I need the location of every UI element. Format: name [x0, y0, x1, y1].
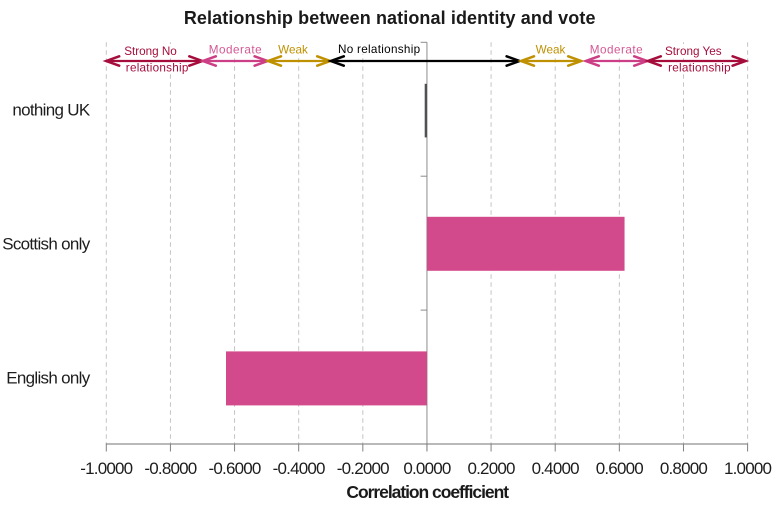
svg-text:Correlation coefficient: Correlation coefficient: [346, 482, 509, 502]
svg-text:nothing UK: nothing UK: [12, 101, 90, 120]
svg-text:0.6000: 0.6000: [596, 459, 644, 478]
svg-text:Strong No: Strong No: [124, 45, 177, 58]
svg-text:Moderate: Moderate: [209, 44, 262, 57]
svg-text:-0.8000: -0.8000: [144, 459, 196, 478]
svg-text:0.4000: 0.4000: [532, 459, 580, 478]
svg-text:Scottish only: Scottish only: [2, 235, 90, 254]
svg-text:-0.4000: -0.4000: [273, 459, 325, 478]
svg-text:relationship: relationship: [668, 61, 731, 74]
svg-text:English only: English only: [6, 369, 90, 388]
svg-text:Weak: Weak: [536, 44, 566, 57]
svg-text:-0.6000: -0.6000: [209, 459, 261, 478]
svg-text:0.8000: 0.8000: [660, 459, 708, 478]
svg-text:Weak: Weak: [278, 44, 308, 57]
svg-text:-1.0000: -1.0000: [80, 459, 132, 478]
svg-text:0.2000: 0.2000: [467, 459, 515, 478]
svg-text:relationship: relationship: [126, 61, 189, 74]
svg-text:-0.2000: -0.2000: [337, 459, 389, 478]
svg-text:Strong Yes: Strong Yes: [665, 45, 722, 58]
svg-text:1.0000: 1.0000: [724, 459, 772, 478]
svg-text:Relationship between national: Relationship between national identity a…: [184, 8, 596, 28]
svg-text:No relationship: No relationship: [338, 43, 421, 56]
svg-text:Moderate: Moderate: [590, 44, 643, 57]
svg-text:0.0000: 0.0000: [403, 459, 451, 478]
